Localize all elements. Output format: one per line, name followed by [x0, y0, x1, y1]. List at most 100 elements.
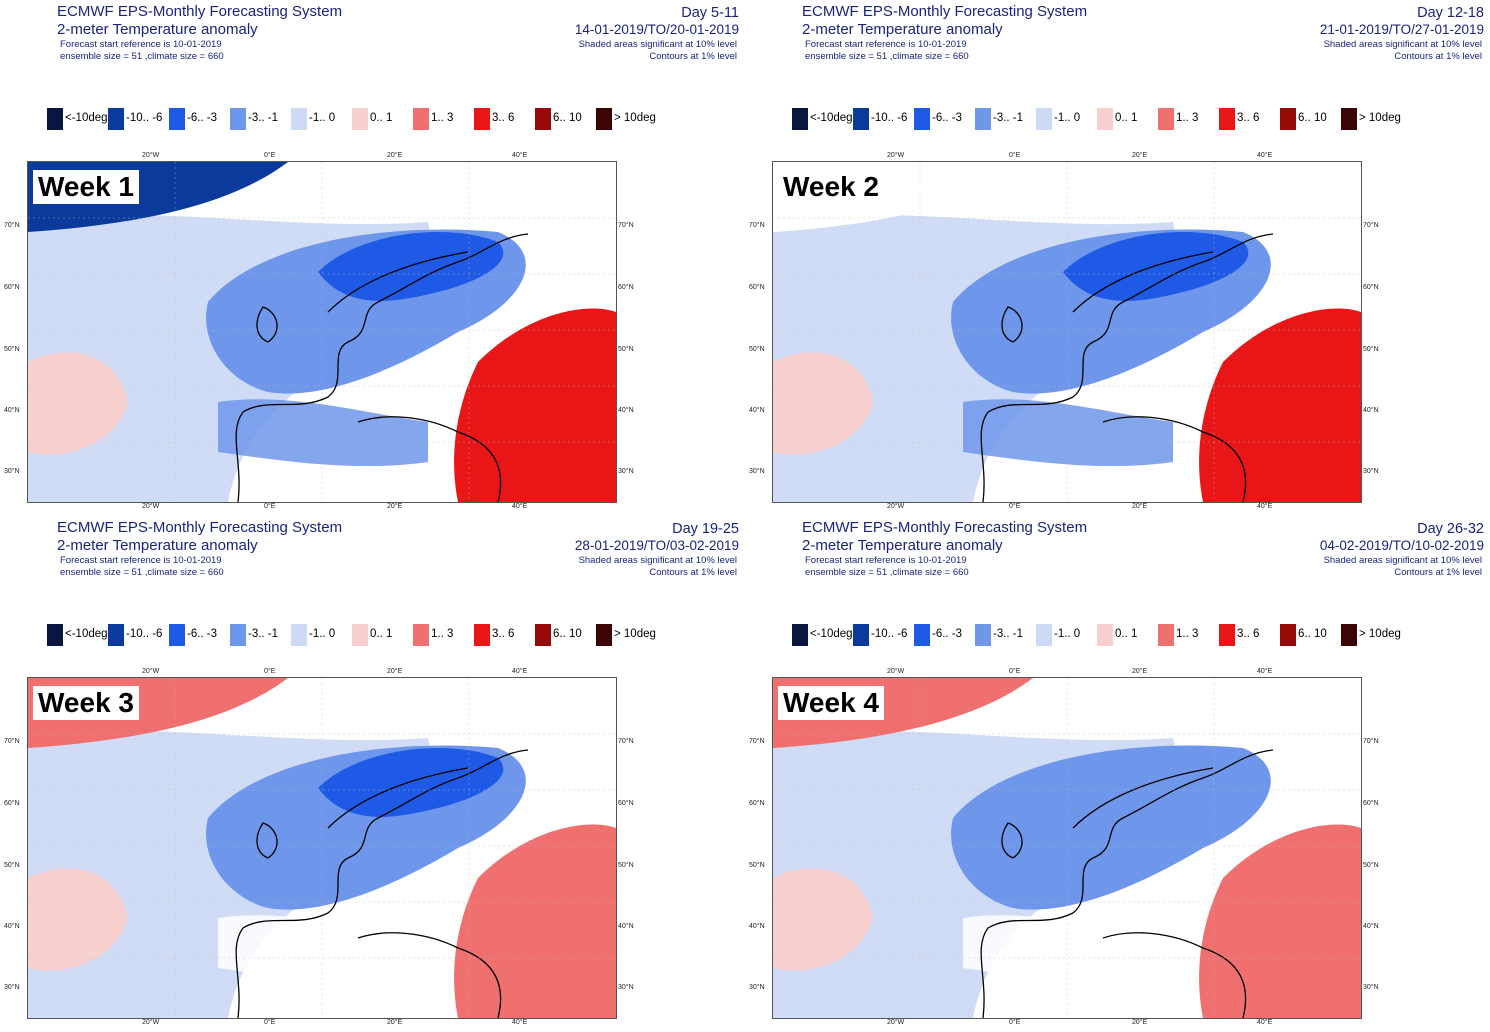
- southwest-anomaly-region: [28, 352, 128, 455]
- latitude-tick-label: 30°N: [4, 468, 20, 475]
- legend-label: -1.. 0: [309, 628, 336, 640]
- legend-label: -10.. -6: [871, 112, 908, 124]
- longitude-tick-label: 20°W: [887, 152, 905, 159]
- legend-swatch: [596, 108, 612, 130]
- map-canvas: [28, 162, 616, 502]
- legend-swatch: [1097, 624, 1113, 646]
- forecast-panel-week-1: ECMWF EPS-Monthly Forecasting System 2-m…: [0, 0, 745, 516]
- latitude-tick-label: 60°N: [1363, 800, 1379, 807]
- longitude-tick-label: 20°E: [1132, 1019, 1148, 1026]
- contour-note: Contours at 1% level: [1394, 567, 1482, 578]
- legend-swatch: [352, 624, 368, 646]
- significance-note: Shaded areas significant at 10% level: [1323, 555, 1482, 566]
- legend-swatch: [792, 624, 808, 646]
- latitude-tick-label: 60°N: [618, 284, 634, 291]
- latitude-tick-label: 30°N: [749, 468, 765, 475]
- latitude-tick-label: 40°N: [4, 923, 20, 930]
- legend-label: -10.. -6: [871, 628, 908, 640]
- longitude-tick-label: 40°E: [512, 503, 528, 510]
- legend-swatch: [474, 108, 490, 130]
- legend-label: 1.. 3: [1176, 112, 1199, 124]
- legend-swatch: [1219, 108, 1235, 130]
- latitude-tick-label: 70°N: [618, 222, 634, 229]
- latitude-tick-label: 50°N: [618, 862, 634, 869]
- longitude-tick-label: 20°W: [142, 503, 160, 510]
- latitude-tick-label: 50°N: [4, 862, 20, 869]
- legend-swatch: [291, 108, 307, 130]
- mediterranean-anomaly-region: [218, 915, 428, 983]
- longitude-tick-label: 0°E: [264, 1019, 276, 1026]
- legend-swatch: [230, 624, 246, 646]
- latitude-tick-label: 60°N: [4, 800, 20, 807]
- legend-label: <-10deg: [65, 628, 108, 640]
- latitude-tick-label: 30°N: [618, 468, 634, 475]
- legend-label: -6.. -3: [932, 112, 963, 124]
- significance-note: Shaded areas significant at 10% level: [578, 555, 737, 566]
- day-range: Day 26-32: [1417, 521, 1484, 537]
- longitude-tick-label: 20°W: [887, 503, 905, 510]
- panel-subtitle: 2-meter Temperature anomaly: [57, 537, 258, 554]
- legend-label: -3.. -1: [248, 628, 279, 640]
- longitude-tick-label: 20°E: [387, 1019, 403, 1026]
- legend-swatch: [108, 108, 124, 130]
- week-label: Week 4: [778, 686, 884, 720]
- contour-note: Contours at 1% level: [649, 567, 737, 578]
- legend-label: 1.. 3: [1176, 628, 1199, 640]
- week-label: Week 1: [33, 170, 139, 204]
- legend-swatch: [596, 624, 612, 646]
- start-reference: Forecast start reference is 10-01-2019: [805, 39, 967, 50]
- date-range: 04-02-2019/TO/10-02-2019: [1319, 538, 1484, 553]
- legend-label: -6.. -3: [187, 628, 218, 640]
- eastern-anomaly-region: [1199, 308, 1361, 502]
- coastline: [980, 749, 1274, 1018]
- legend-swatch: [792, 108, 808, 130]
- legend-swatch: [535, 108, 551, 130]
- longitude-tick-label: 0°E: [1009, 668, 1021, 675]
- legend-label: 6.. 10: [553, 112, 582, 124]
- legend-swatch: [474, 624, 490, 646]
- panel-title: ECMWF EPS-Monthly Forecasting System: [57, 3, 343, 20]
- ensemble-size: ensemble size = 51 ,climate size = 660: [60, 51, 224, 62]
- longitude-tick-label: 40°E: [1257, 668, 1273, 675]
- legend-label: 6.. 10: [553, 628, 582, 640]
- latitude-tick-label: 70°N: [749, 738, 765, 745]
- legend-label: 6.. 10: [1298, 112, 1327, 124]
- latitude-tick-label: 50°N: [1363, 862, 1379, 869]
- legend-swatch: [1280, 108, 1296, 130]
- legend-label: 3.. 6: [1237, 628, 1260, 640]
- longitude-tick-label: 0°E: [264, 503, 276, 510]
- legend-label: -3.. -1: [993, 628, 1024, 640]
- longitude-tick-label: 20°E: [387, 668, 403, 675]
- latitude-tick-label: 30°N: [4, 984, 20, 991]
- legend-label: 3.. 6: [492, 628, 515, 640]
- anomaly-map: Week 4: [772, 677, 1362, 1019]
- longitude-tick-label: 0°E: [1009, 503, 1021, 510]
- panel-title: ECMWF EPS-Monthly Forecasting System: [57, 519, 343, 536]
- latitude-tick-label: 70°N: [1363, 738, 1379, 745]
- longitude-tick-label: 40°E: [1257, 1019, 1273, 1026]
- ensemble-size: ensemble size = 51 ,climate size = 660: [805, 567, 969, 578]
- color-legend: <-10deg -10.. -6 -6.. -3 -3.. -1 -1.. 0 0.. 1…: [47, 624, 687, 646]
- longitude-tick-label: 20°E: [387, 503, 403, 510]
- legend-swatch: [352, 108, 368, 130]
- ensemble-size: ensemble size = 51 ,climate size = 660: [805, 51, 969, 62]
- legend-label: 0.. 1: [1115, 112, 1138, 124]
- longitude-tick-label: 0°E: [264, 152, 276, 159]
- legend-label: 3.. 6: [1237, 112, 1260, 124]
- legend-label: -1.. 0: [309, 112, 336, 124]
- eastern-anomaly-region: [454, 824, 616, 1018]
- latitude-tick-label: 40°N: [749, 407, 765, 414]
- legend-swatch: [1036, 108, 1052, 130]
- contour-note: Contours at 1% level: [649, 51, 737, 62]
- coastline: [980, 233, 1274, 502]
- latitude-tick-label: 30°N: [1363, 468, 1379, 475]
- ensemble-size: ensemble size = 51 ,climate size = 660: [60, 567, 224, 578]
- latitude-tick-label: 70°N: [749, 222, 765, 229]
- legend-swatch: [169, 624, 185, 646]
- latitude-tick-label: 60°N: [1363, 284, 1379, 291]
- latitude-tick-label: 70°N: [4, 738, 20, 745]
- panel-title: ECMWF EPS-Monthly Forecasting System: [802, 3, 1088, 20]
- legend-label: -6.. -3: [932, 628, 963, 640]
- legend-swatch: [291, 624, 307, 646]
- significance-note: Shaded areas significant at 10% level: [1323, 39, 1482, 50]
